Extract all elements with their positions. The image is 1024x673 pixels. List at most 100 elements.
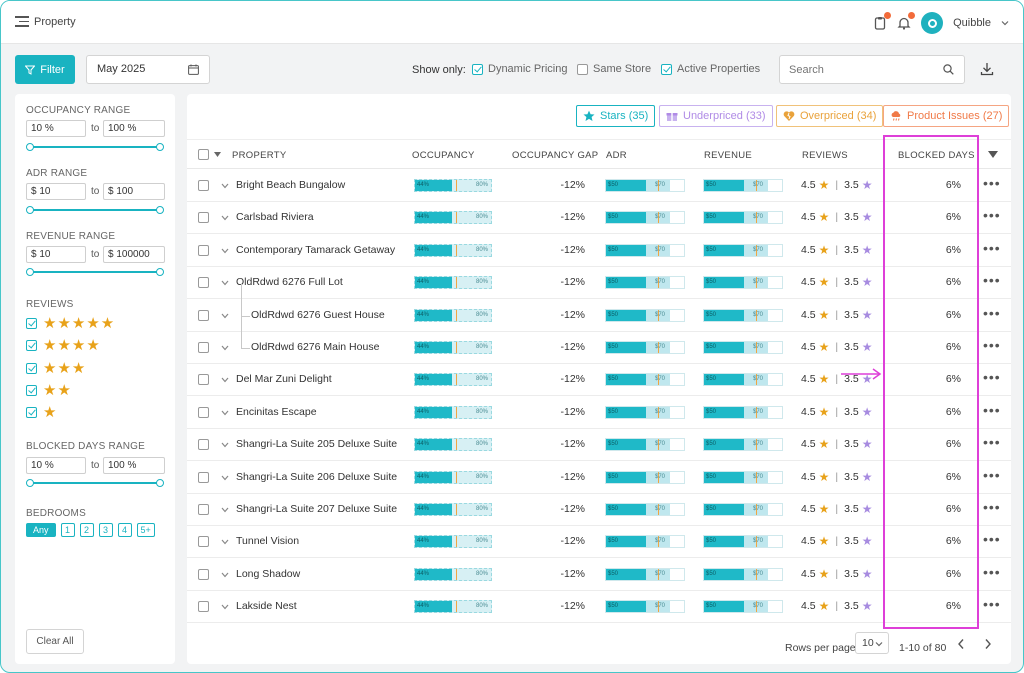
more-options-icon[interactable]: •••	[983, 531, 1001, 548]
occupancy-slider[interactable]	[26, 143, 164, 151]
property-name[interactable]: Encinitas Escape	[236, 405, 317, 418]
review-checkbox[interactable]	[26, 340, 37, 351]
slider-min-handle[interactable]	[26, 268, 34, 276]
more-options-icon[interactable]: •••	[983, 401, 1001, 418]
review-filter-1-star[interactable]: ★	[26, 405, 57, 420]
row-checkbox[interactable]	[198, 601, 209, 613]
table-row[interactable]: Lakside Nest 44% 80% -12% $50 $70 $50 $70 4.5 ★ | 3…	[187, 591, 1011, 624]
property-name[interactable]: Lakside Nest	[236, 600, 297, 613]
occupancy-min-input[interactable]: 10 %	[26, 120, 86, 137]
more-options-icon[interactable]: •••	[983, 337, 1001, 353]
rows-per-page-select[interactable]: 10	[855, 632, 889, 654]
more-options-icon[interactable]: •••	[983, 272, 1001, 289]
review-checkbox[interactable]	[26, 407, 37, 418]
table-row[interactable]: Shangri-La Suite 207 Deluxe Suite 44% 80% -…	[187, 494, 1011, 526]
slider-max-handle[interactable]	[156, 206, 164, 214]
revenue-slider[interactable]	[26, 268, 164, 276]
table-row[interactable]: Del Mar Zuni Delight 44% 80% -12% $50 $70 $50 $…	[187, 364, 1011, 397]
avatar[interactable]	[921, 12, 944, 34]
row-checkbox[interactable]	[198, 244, 209, 256]
bedrooms-option-4[interactable]: 4	[117, 523, 132, 537]
row-checkbox[interactable]	[198, 374, 209, 386]
property-name[interactable]: Shangri-La Suite 207 Deluxe Suite	[236, 503, 398, 515]
review-checkbox[interactable]	[26, 385, 37, 396]
row-checkbox[interactable]	[198, 568, 209, 580]
column-header-reviews[interactable]: REVIEWS	[802, 150, 848, 161]
property-name[interactable]: Carlsbad Riviera	[236, 211, 314, 224]
calendar-icon[interactable]	[188, 64, 199, 75]
column-menu-icon[interactable]	[988, 151, 998, 158]
dynamic-pricing-option[interactable]: Dynamic Pricing	[472, 63, 567, 75]
table-row[interactable]: Carlsbad Riviera 44% 80% -12% $50 $70 $50 $70 4.…	[187, 202, 1011, 235]
row-checkbox[interactable]	[198, 406, 209, 418]
column-header-adr[interactable]: ADR	[606, 150, 627, 161]
more-options-icon[interactable]: •••	[983, 239, 1001, 256]
property-name[interactable]: OldRdwd 6276 Guest House	[251, 308, 385, 321]
bedrooms-option-1[interactable]: 1	[60, 523, 75, 537]
row-checkbox[interactable]	[198, 309, 209, 321]
slider-max-handle[interactable]	[156, 143, 164, 151]
table-row[interactable]: Encinitas Escape 44% 80% -12% $50 $70 $50 $70 4.…	[187, 397, 1011, 429]
more-options-icon[interactable]: •••	[983, 434, 1001, 451]
active-properties-checkbox[interactable]	[661, 63, 672, 75]
review-checkbox[interactable]	[26, 363, 37, 374]
property-name[interactable]: Tunnel Vision	[236, 535, 300, 548]
table-row[interactable]: OldRdwd 6276 Main House 44% 80% -12% $50 $70 $…	[187, 316, 1011, 364]
chevron-down-icon[interactable]	[221, 604, 229, 610]
adr-min-input[interactable]: $ 10	[26, 183, 86, 200]
occupancy-max-input[interactable]: 100 %	[103, 120, 165, 137]
bedrooms-option-5-plus[interactable]: 5+	[136, 523, 155, 537]
row-checkbox[interactable]	[198, 342, 209, 353]
column-header-blocked-days[interactable]: BLOCKED DAYS	[898, 150, 975, 161]
row-checkbox[interactable]	[198, 277, 209, 289]
chevron-down-icon[interactable]	[1001, 20, 1009, 26]
revenue-max-input[interactable]: $ 100000	[103, 246, 165, 263]
column-header-property[interactable]: PROPERTY	[232, 150, 287, 161]
chevron-down-icon[interactable]	[221, 572, 229, 578]
chevron-down-icon[interactable]	[221, 313, 229, 319]
column-header-occupancy[interactable]: OCCUPANCY	[412, 150, 475, 161]
row-checkbox[interactable]	[198, 504, 209, 515]
more-options-icon[interactable]: •••	[983, 466, 1001, 483]
same-store-option[interactable]: Same Store	[577, 63, 651, 75]
menu-collapse-icon[interactable]	[15, 16, 29, 27]
slider-min-handle[interactable]	[26, 143, 34, 151]
more-options-icon[interactable]: •••	[983, 369, 1001, 386]
property-name[interactable]: Long Shadow	[236, 567, 301, 580]
more-options-icon[interactable]: •••	[983, 563, 1001, 580]
chevron-down-icon[interactable]	[221, 377, 229, 383]
row-checkbox[interactable]	[198, 536, 209, 548]
more-options-icon[interactable]: •••	[983, 499, 1001, 515]
property-name[interactable]: OldRdwd 6276 Full Lot	[236, 276, 343, 289]
row-checkbox[interactable]	[198, 439, 209, 451]
more-options-icon[interactable]: •••	[983, 304, 1001, 321]
property-name[interactable]: Shangri-La Suite 206 Deluxe Suite	[236, 470, 398, 483]
chevron-down-icon[interactable]	[221, 507, 229, 513]
chevron-down-icon[interactable]	[221, 280, 229, 286]
table-row[interactable]: Long Shadow 44% 80% -12% $50 $70 $50 $70 4.5 ★ | 3.…	[187, 559, 1011, 591]
month-picker[interactable]: May 2025	[86, 55, 210, 84]
clipboard-icon[interactable]	[873, 12, 892, 30]
chevron-left-icon[interactable]	[957, 638, 965, 650]
table-row[interactable]: OldRdwd 6276 Full Lot 44% 80% -12% $50 $70 $50…	[187, 267, 1011, 300]
overpriced-chip[interactable]: Overpriced (34)	[776, 105, 884, 127]
adr-max-input[interactable]: $ 100	[103, 183, 165, 200]
chevron-down-icon[interactable]	[221, 345, 229, 351]
column-header-revenue[interactable]: REVENUE	[704, 150, 753, 161]
review-checkbox[interactable]	[26, 318, 37, 329]
property-name[interactable]: Del Mar Zuni Delight	[236, 373, 332, 386]
search-input[interactable]	[779, 55, 965, 84]
chevron-down-icon[interactable]	[221, 410, 229, 416]
slider-max-handle[interactable]	[156, 268, 164, 276]
property-name[interactable]: Contemporary Tamarack Getaway	[236, 243, 396, 256]
filter-button[interactable]: Filter	[15, 55, 75, 84]
clear-all-button[interactable]: Clear All	[26, 629, 84, 654]
slider-min-handle[interactable]	[26, 479, 34, 487]
underpriced-chip[interactable]: Underpriced (33)	[659, 105, 773, 127]
more-options-icon[interactable]: •••	[983, 207, 1001, 224]
slider-max-handle[interactable]	[156, 479, 164, 487]
chevron-down-icon[interactable]	[221, 442, 229, 448]
stars-chip[interactable]: Stars (35)	[576, 105, 656, 127]
review-filter-4-stars[interactable]: ★★★★	[26, 338, 101, 353]
review-filter-2-stars[interactable]: ★★	[26, 383, 72, 398]
